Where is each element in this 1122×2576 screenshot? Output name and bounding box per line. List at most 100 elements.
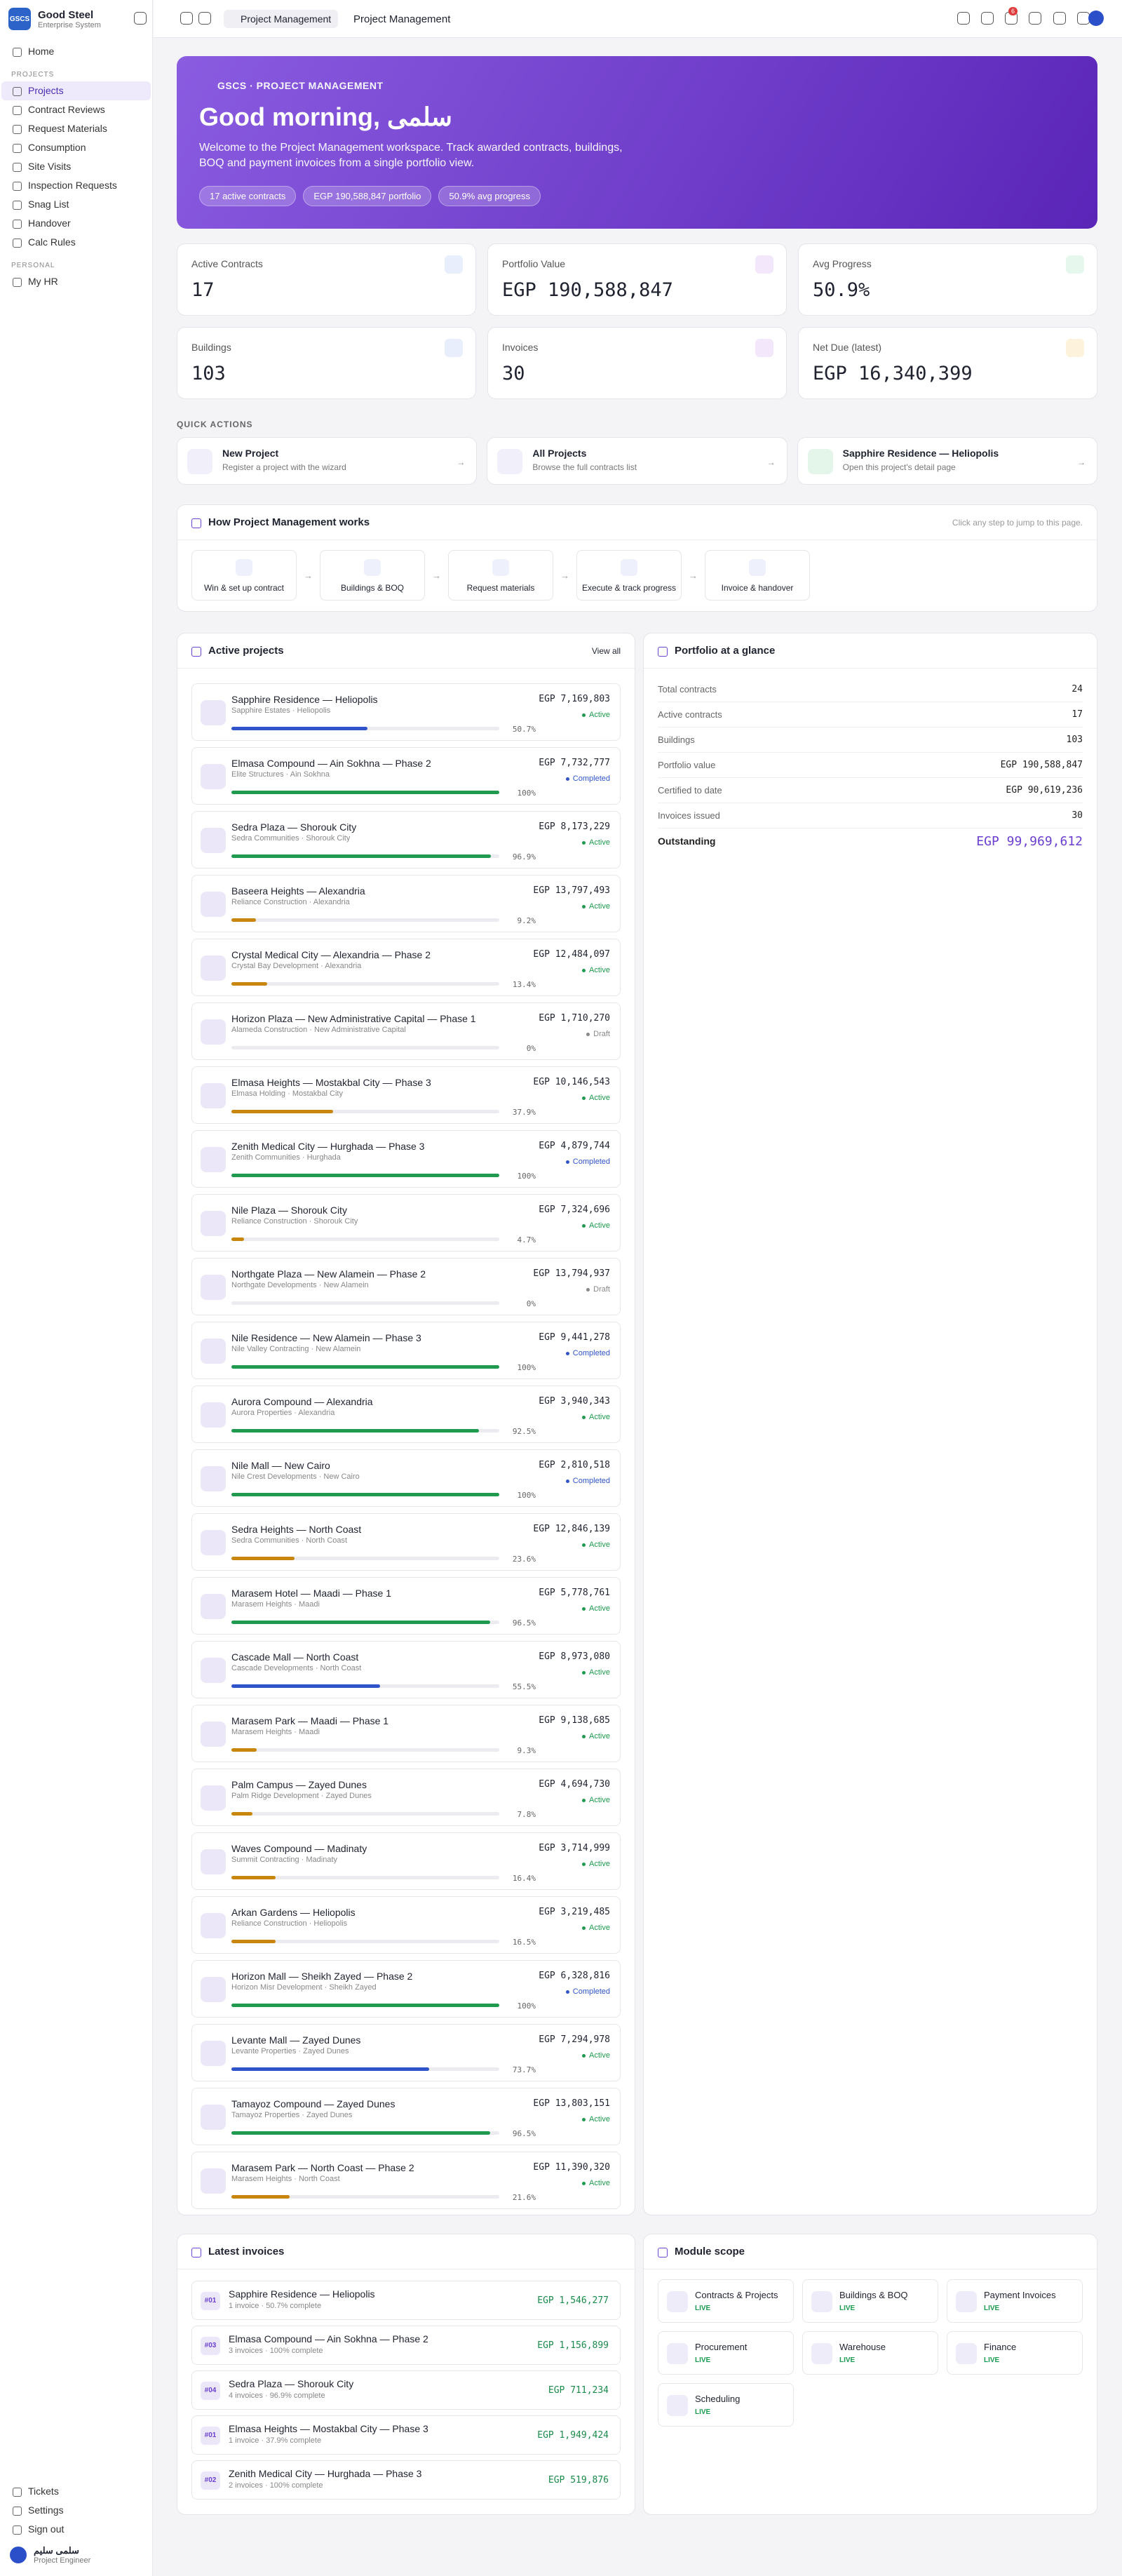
- breadcrumb[interactable]: Project Management: [224, 10, 339, 28]
- icon-button[interactable]: [957, 12, 970, 25]
- icon-button[interactable]: [981, 12, 994, 25]
- module-name: Procurement: [695, 2342, 748, 2352]
- glance-row: Total contracts 24: [658, 677, 1083, 702]
- project-row[interactable]: Aurora Compound — Alexandria Aurora Prope…: [191, 1386, 621, 1443]
- progress-label: 100%: [517, 789, 536, 798]
- invoice-row[interactable]: #02 Zenith Medical City — Hurghada — Phas…: [191, 2460, 621, 2500]
- project-row[interactable]: Nile Mall — New Cairo Nile Crest Developm…: [191, 1449, 621, 1507]
- invoice-badge: #03: [201, 2337, 220, 2355]
- stat-label: Portfolio Value: [502, 258, 566, 269]
- nav-item[interactable]: Home: [1, 42, 151, 61]
- project-row[interactable]: Marasem Hotel — Maadi — Phase 1 Marasem H…: [191, 1577, 621, 1635]
- stat-label: Buildings: [191, 342, 231, 353]
- module-card[interactable]: Finance LIVE: [947, 2331, 1083, 2375]
- status-pill: Completed: [566, 774, 610, 783]
- invoice-row[interactable]: #01 Sapphire Residence — Heliopolis 1 invo…: [191, 2281, 621, 2320]
- module-card[interactable]: Buildings & BOQ LIVE: [802, 2279, 938, 2323]
- nav-item[interactable]: Inspection Requests: [1, 176, 151, 195]
- project-row[interactable]: Crystal Medical City — Alexandria — Phas…: [191, 939, 621, 996]
- module-card[interactable]: Payment Invoices LIVE: [947, 2279, 1083, 2323]
- active-projects: Active projects View all Sapphire Residenc…: [177, 633, 635, 2215]
- project-row[interactable]: Elmasa Heights — Mostakbal City — Phase …: [191, 1066, 621, 1124]
- project-row[interactable]: Cascade Mall — North Coast Cascade Develo…: [191, 1641, 621, 1698]
- view-all[interactable]: View all: [591, 645, 621, 656]
- project-row[interactable]: Arkan Gardens — Heliopolis Reliance Const…: [191, 1896, 621, 1954]
- project-sub: Marasem Heights · Maadi: [231, 1600, 320, 1609]
- project-row[interactable]: Marasem Park — Maadi — Phase 1 Marasem He…: [191, 1705, 621, 1762]
- stat-value: EGP 190,588,847: [502, 279, 673, 301]
- nav-item[interactable]: Contract Reviews: [1, 100, 151, 119]
- step[interactable]: Win & set up contract: [191, 550, 297, 601]
- invoice-row[interactable]: #03 Elmasa Compound — Ain Sokhna — Phase …: [191, 2326, 621, 2365]
- quick-action[interactable]: All Projects Browse the full contracts li…: [487, 437, 788, 485]
- invoice-row[interactable]: #01 Elmasa Heights — Mostakbal City — Pha…: [191, 2415, 621, 2455]
- invoice-badge: #01: [201, 2427, 220, 2445]
- module-card[interactable]: Warehouse LIVE: [802, 2331, 938, 2375]
- nav-item[interactable]: Calc Rules: [1, 233, 151, 252]
- avatar[interactable]: [1088, 11, 1104, 26]
- icon-button[interactable]: [198, 12, 211, 25]
- project-row[interactable]: Zenith Medical City — Hurghada — Phase 3…: [191, 1130, 621, 1188]
- nav-item[interactable]: Snag List: [1, 195, 151, 214]
- step[interactable]: Buildings & BOQ: [320, 550, 425, 601]
- status-pill: Active: [582, 1604, 610, 1613]
- project-row[interactable]: Nile Residence — New Alamein — Phase 3 Ni…: [191, 1322, 621, 1379]
- nav-item[interactable]: Projects: [1, 81, 151, 100]
- nav-item[interactable]: Tickets: [1, 2482, 151, 2501]
- logo: GSCS: [8, 8, 31, 30]
- icon-button[interactable]: [1053, 12, 1066, 25]
- project-name: Tamayoz Compound — Zayed Dunes: [231, 2098, 396, 2109]
- step[interactable]: Execute & track progress: [576, 550, 682, 601]
- qa-title: Sapphire Residence — Heliopolis: [842, 448, 999, 459]
- step[interactable]: Invoice & handover: [705, 550, 810, 601]
- progress-track: [231, 1046, 499, 1049]
- stat-icon: [445, 339, 463, 357]
- nav-item[interactable]: Request Materials: [1, 119, 151, 138]
- status-pill: Active: [582, 1094, 610, 1102]
- progress-fill: [231, 1812, 252, 1816]
- glance-value: EGP 99,969,612: [976, 833, 1083, 849]
- project-row[interactable]: Waves Compound — Madinaty Summit Contract…: [191, 1832, 621, 1890]
- icon-button[interactable]: [180, 12, 193, 25]
- project-row[interactable]: Horizon Mall — Sheikh Zayed — Phase 2 Hor…: [191, 1960, 621, 2018]
- progress-label: 9.2%: [517, 916, 536, 925]
- project-row[interactable]: Palm Campus — Zayed Dunes Palm Ridge Deve…: [191, 1769, 621, 1826]
- nav-item[interactable]: Settings: [1, 2501, 151, 2520]
- progress-track: [231, 1174, 499, 1177]
- invoice-badge: #02: [201, 2471, 220, 2490]
- project-row[interactable]: Sedra Plaza — Shorouk City Sedra Communit…: [191, 811, 621, 868]
- project-row[interactable]: Sedra Heights — North Coast Sedra Communi…: [191, 1513, 621, 1571]
- project-row[interactable]: Nile Plaza — Shorouk City Reliance Constr…: [191, 1194, 621, 1252]
- project-row[interactable]: Horizon Plaza — New Administrative Capit…: [191, 1002, 621, 1060]
- module-card[interactable]: Procurement LIVE: [658, 2331, 794, 2375]
- project-row[interactable]: Tamayoz Compound — Zayed Dunes Tamayoz Pr…: [191, 2088, 621, 2145]
- glance-label: Invoices issued: [658, 810, 720, 821]
- invoice-row[interactable]: #04 Sedra Plaza — Shorouk City 4 invoices …: [191, 2370, 621, 2410]
- project-row[interactable]: Baseera Heights — Alexandria Reliance Con…: [191, 875, 621, 932]
- module-card[interactable]: Scheduling LIVE: [658, 2383, 794, 2427]
- nav-item[interactable]: Sign out: [1, 2520, 151, 2539]
- nav-item[interactable]: Handover: [1, 214, 151, 233]
- project-name: Horizon Plaza — New Administrative Capit…: [231, 1013, 476, 1024]
- quick-action[interactable]: Sapphire Residence — Heliopolis Open this…: [797, 437, 1097, 485]
- nav-item[interactable]: My HR: [1, 272, 151, 291]
- module-card[interactable]: Contracts & Projects LIVE: [658, 2279, 794, 2323]
- avatar: [10, 2547, 27, 2563]
- quick-action[interactable]: New Project Register a project with the w…: [177, 437, 478, 485]
- project-row[interactable]: Elmasa Compound — Ain Sokhna — Phase 2 El…: [191, 747, 621, 805]
- panel-title: Portfolio at a glance: [675, 645, 776, 657]
- project-row[interactable]: Sapphire Residence — Heliopolis Sapphire …: [191, 683, 621, 741]
- progress-label: 96.5%: [512, 1618, 536, 1628]
- progress-fill: [231, 1429, 480, 1433]
- module-icon: [667, 2291, 688, 2312]
- project-amount: EGP 3,219,485: [539, 1907, 610, 1917]
- project-row[interactable]: Marasem Park — North Coast — Phase 2 Mara…: [191, 2152, 621, 2209]
- project-row[interactable]: Levante Mall — Zayed Dunes Levante Proper…: [191, 2024, 621, 2081]
- module-name: Finance: [984, 2342, 1017, 2352]
- nav-item[interactable]: Site Visits: [1, 157, 151, 176]
- icon-button[interactable]: [134, 12, 147, 25]
- nav-item[interactable]: Consumption: [1, 138, 151, 157]
- step[interactable]: Request materials: [448, 550, 553, 601]
- icon-button[interactable]: [1029, 12, 1041, 25]
